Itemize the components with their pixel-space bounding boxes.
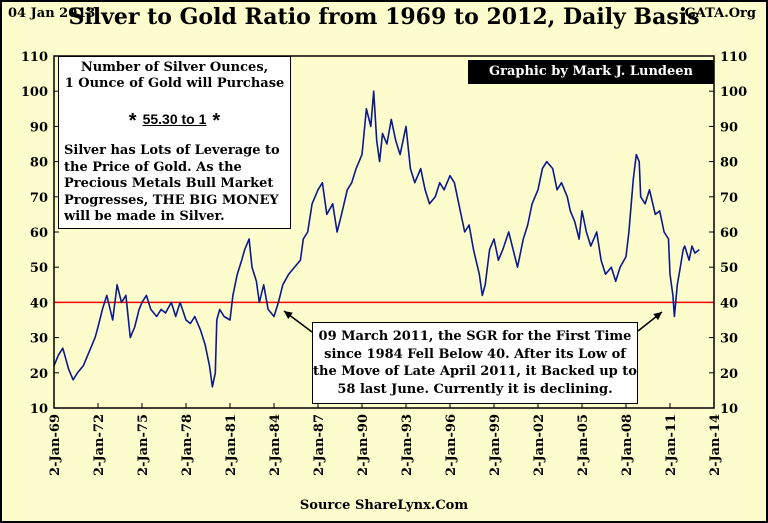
info-heading-line2: 1 Ounce of Gold will Purchase	[64, 76, 285, 91]
x-tick-label: 2-Jan-90	[356, 414, 371, 476]
y-tick-label-left: 10	[30, 402, 48, 417]
y-tick-label-left: 40	[30, 296, 48, 311]
chart-title: Silver to Gold Ratio from 1969 to 2012, …	[68, 4, 700, 30]
x-tick-label: 2-Jan-87	[312, 414, 327, 476]
info-body-text: Silver has Lots of Leverage to the Price…	[64, 143, 280, 224]
star-mark-right: *	[212, 110, 221, 132]
info-box: Number of Silver Ounces, 1 Ounce of Gold…	[58, 56, 291, 229]
y-tick-label-right: 90	[720, 120, 738, 135]
y-tick-label-right: 10	[720, 402, 738, 417]
y-tick-label-right: 40	[720, 296, 738, 311]
y-tick-label-right: 110	[720, 50, 747, 65]
y-tick-label-left: 30	[30, 332, 48, 347]
site-label: GATA.Org	[684, 6, 756, 21]
y-tick-label-left: 100	[21, 85, 48, 100]
y-tick-label-left: 60	[30, 226, 48, 241]
x-tick-label: 2-Jan-84	[268, 414, 283, 476]
x-tick-label: 2-Jan-99	[488, 414, 503, 476]
ratio-line: * 55.30 to 1 *	[59, 110, 290, 133]
x-tick-label: 2-Jan-72	[92, 414, 107, 476]
current-ratio-value: 55.30 to 1	[142, 111, 207, 127]
y-tick-label-left: 110	[21, 50, 48, 65]
y-tick-label-left: 20	[30, 367, 48, 382]
date-label: 04 Jan 2013	[8, 6, 96, 21]
y-tick-label-right: 30	[720, 332, 738, 347]
y-tick-label-right: 20	[720, 367, 738, 382]
annotation-box: 09 March 2011, the SGR for the First Tim…	[312, 322, 638, 404]
star-mark-left: *	[128, 110, 137, 132]
x-tick-label: 2-Jan-08	[620, 414, 635, 476]
source-label: Source ShareLynx.Com	[299, 498, 469, 513]
y-tick-label-right: 50	[720, 261, 738, 276]
arrow-left-head	[284, 311, 293, 319]
y-tick-label-left: 90	[30, 120, 48, 135]
x-tick-label: 2-Jan-78	[180, 414, 195, 476]
x-tick-label: 2-Jan-02	[532, 414, 547, 476]
x-tick-label: 2-Jan-05	[576, 414, 591, 476]
x-tick-label: 2-Jan-69	[48, 414, 63, 476]
y-tick-label-right: 60	[720, 226, 738, 241]
graphic-credit: Graphic by Mark J. Lundeen	[468, 60, 714, 84]
y-tick-label-left: 80	[30, 156, 48, 171]
series-line	[53, 90, 700, 388]
x-tick-label: 2-Jan-93	[400, 414, 415, 476]
x-tick-label: 2-Jan-81	[224, 414, 239, 476]
y-tick-label-right: 80	[720, 156, 738, 171]
y-tick-label-left: 70	[30, 191, 48, 206]
arrow-right-head	[653, 312, 662, 321]
info-heading-line1: Number of Silver Ounces,	[80, 60, 269, 75]
x-tick-label: 2-Jan-14	[708, 414, 723, 476]
x-tick-label: 2-Jan-11	[664, 414, 679, 476]
x-tick-label: 2-Jan-75	[136, 414, 151, 476]
x-tick-label: 2-Jan-96	[444, 414, 459, 476]
y-tick-label-right: 70	[720, 191, 738, 206]
y-tick-label-left: 50	[30, 261, 48, 276]
y-tick-label-right: 100	[720, 85, 747, 100]
